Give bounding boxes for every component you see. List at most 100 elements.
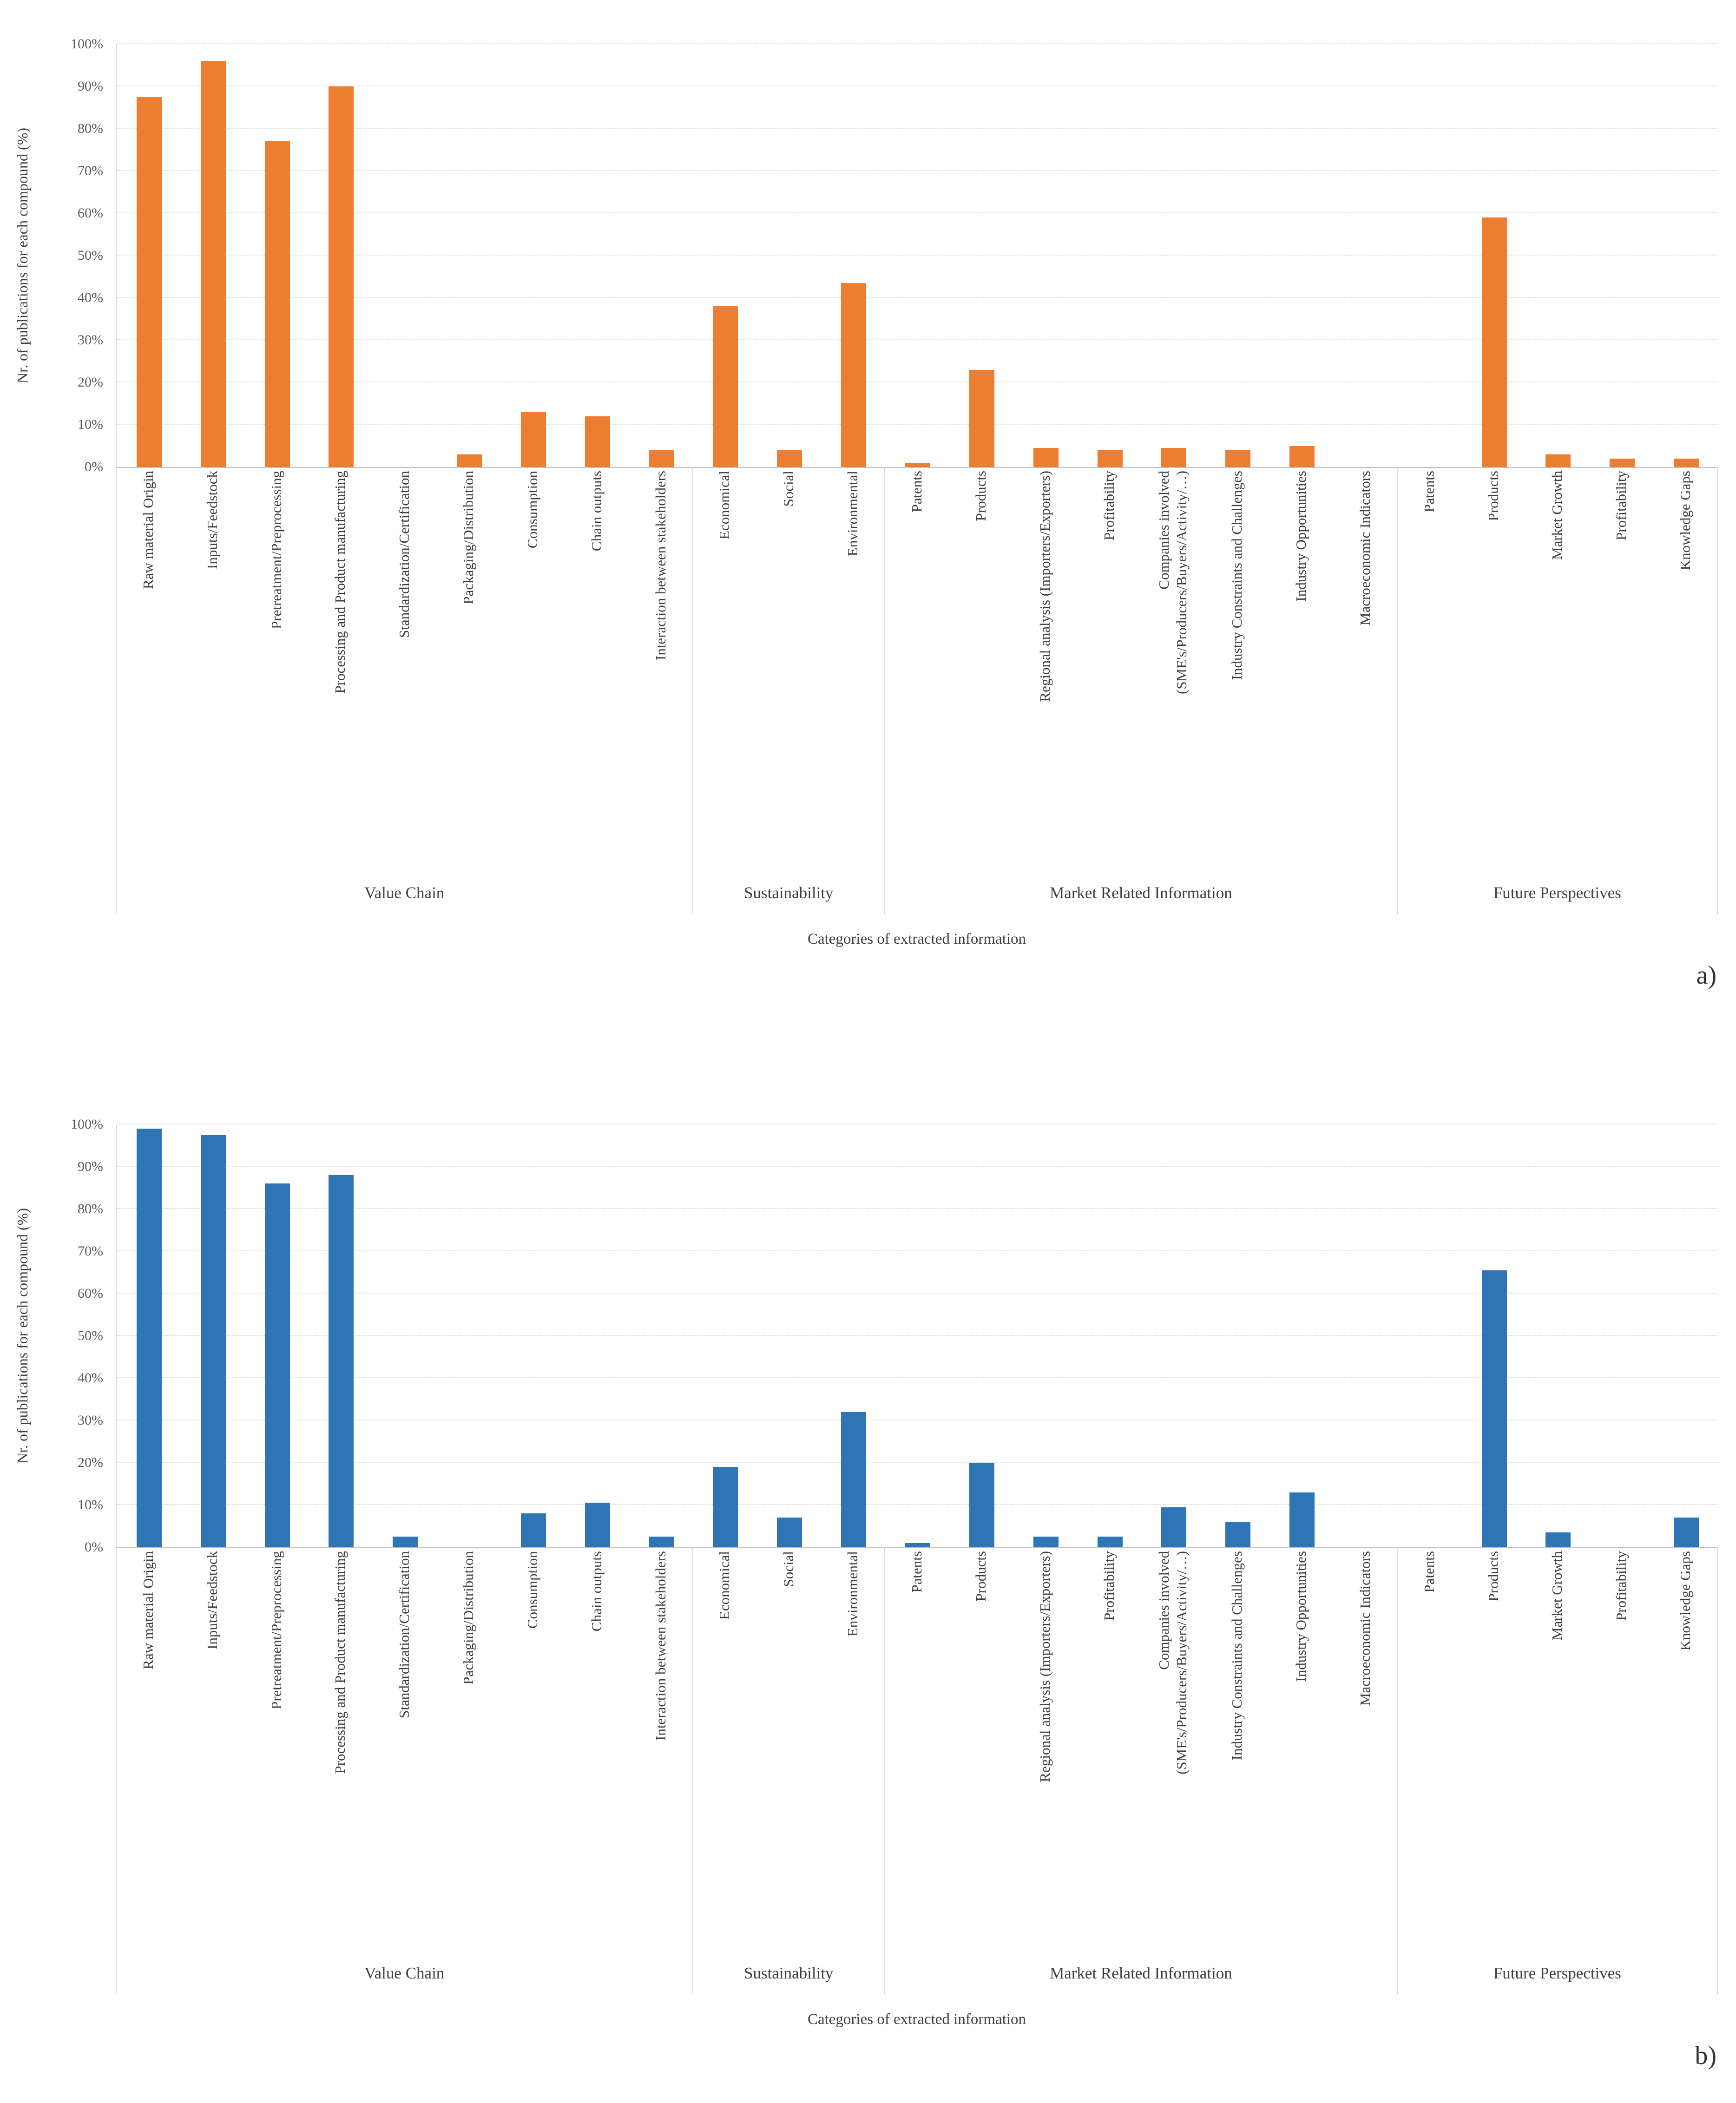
category-label-cell: Regional analysis (Importers/Exporters) [1013,1547,1077,1952]
category-label: Regional analysis (Importers/Exporters) [1036,1551,1053,1782]
axis-labels-area: Raw material Origin Inputs/Feedstock Pretr… [116,1547,1718,1994]
bar [1161,1507,1187,1547]
y-axis-ticks: 0% 10% 20% 30% 40% 50% 60% 70% 80% 90% 100% [0,36,103,474]
gridline [117,339,1718,340]
category-label-cell: Consumption [500,467,565,872]
y-tick-label: 100% [71,36,103,52]
bar [1033,1537,1059,1547]
category-label-cell: Raw material Origin [116,467,180,872]
bar [905,1543,930,1547]
bar [329,1175,354,1547]
category-label: Industry Constraints and Challenges [1229,1551,1245,1761]
category-label: Economical [716,1551,733,1620]
category-label: Pretreatment/Preprocessing [268,1551,284,1709]
bar [520,1513,546,1547]
bar [1225,450,1251,467]
gridline [117,170,1718,171]
x-axis-title: Categories of extracted information [807,931,1026,947]
category-label: Standardization/Certification [396,471,413,638]
category-label-cell: Companies involved (SME's/Producers/Buye… [1141,467,1205,872]
category-label: Interaction between stakeholders [652,471,669,660]
x-axis-title: Categories of extracted information [807,2011,1026,2028]
plot-area [116,43,1718,468]
category-label: Knowledge Gaps [1677,1551,1694,1651]
chart-panel-b: Nr. of publications for each compound (%… [0,1087,1736,2096]
category-label: Raw material Origin [139,471,156,589]
category-label-cell: Patents [1397,1547,1461,1952]
bar [585,416,610,467]
gridline [117,1208,1718,1209]
category-label: Knowledge Gaps [1677,471,1694,571]
bar [585,1503,610,1547]
gridline [117,255,1718,256]
y-tick-label: 10% [78,1497,103,1512]
category-label: Standardization/Certification [396,1551,413,1718]
bar [841,283,867,467]
bar [1225,1522,1251,1547]
category-label: Patents [908,471,925,513]
category-label: Chain outputs [588,1551,605,1632]
category-label-cell: Products [949,1547,1013,1952]
category-label-cell: Inputs/Feedstock [180,1547,244,1952]
category-label: Industry Constraints and Challenges [1229,471,1245,680]
y-tick-label: 60% [78,205,103,221]
category-label-cell: Packaging/Distribution [436,467,500,872]
category-label: Processing and Product manufacturing [332,471,349,694]
bar [520,412,546,467]
category-label: Products [972,1551,989,1602]
category-label-cell: Knowledge Gaps [1653,1547,1717,1952]
bar [777,450,802,467]
y-tick-label: 70% [78,1243,103,1259]
category-label: Chain outputs [588,471,605,552]
category-label-cell: Market Growth [1525,1547,1589,1952]
bar [1033,448,1059,467]
category-label-cell: Industry Constraints and Challenges [1205,467,1269,872]
category-label-cell: Industry Constraints and Challenges [1205,1547,1269,1952]
category-label-cell: Pretreatment/Preprocessing [244,1547,309,1952]
category-label-cell: Industry Opportunities [1269,467,1333,872]
group-separator [692,467,693,914]
category-label-cell: Packaging/Distribution [436,1547,500,1952]
y-axis-ticks: 0% 10% 20% 30% 40% 50% 60% 70% 80% 90% 100% [0,1117,103,1555]
category-label-cell: Raw material Origin [116,1547,180,1952]
bar [393,1537,418,1547]
category-label-cell: Market Growth [1525,467,1589,872]
gridline [117,43,1718,44]
category-label-cell: Macroeconomic Indicators [1333,1547,1397,1952]
bar [969,369,994,467]
category-label: Social [780,471,797,507]
y-tick-label: 50% [78,248,103,263]
bar [136,97,162,467]
bar [1674,458,1699,467]
category-label-cell: Products [1461,1547,1526,1952]
bar [1610,458,1635,467]
category-label-cell: Interaction between stakeholders [629,1547,693,1952]
category-label-cell: Inputs/Feedstock [180,467,244,872]
bar [1674,1518,1699,1547]
category-label-cell: Processing and Product manufacturing [309,1547,373,1952]
bar [713,1467,738,1547]
category-label: Packaging/Distribution [460,1551,477,1685]
gridline [117,297,1718,298]
panel-label-b: b) [1695,2041,1716,2070]
y-tick-label: 90% [78,1159,103,1174]
category-label: Packaging/Distribution [460,471,477,605]
category-label-cell: Regional analysis (Importers/Exporters) [1013,467,1077,872]
category-label: Environmental [844,471,861,557]
category-label-cell: Social [756,467,821,872]
category-label: Companies involved (SME's/Producers/Buye… [1156,471,1190,694]
category-label-cell: Environmental [821,1547,885,1952]
group-separator [884,467,886,914]
bar [1481,217,1507,467]
bar [777,1518,802,1547]
category-label-cell: Companies involved (SME's/Producers/Buye… [1141,1547,1205,1952]
category-label-cell: Pretreatment/Preprocessing [244,467,309,872]
category-label: Industry Opportunities [1293,1551,1309,1682]
category-label: Consumption [524,1551,540,1629]
category-label: Patents [1420,471,1437,513]
category-label-cell: Patents [1397,467,1461,872]
bar [200,1135,226,1547]
category-label: Inputs/Feedstock [204,471,220,569]
group-separator [692,1547,693,1994]
category-label: Macroeconomic Indicators [1356,471,1373,626]
